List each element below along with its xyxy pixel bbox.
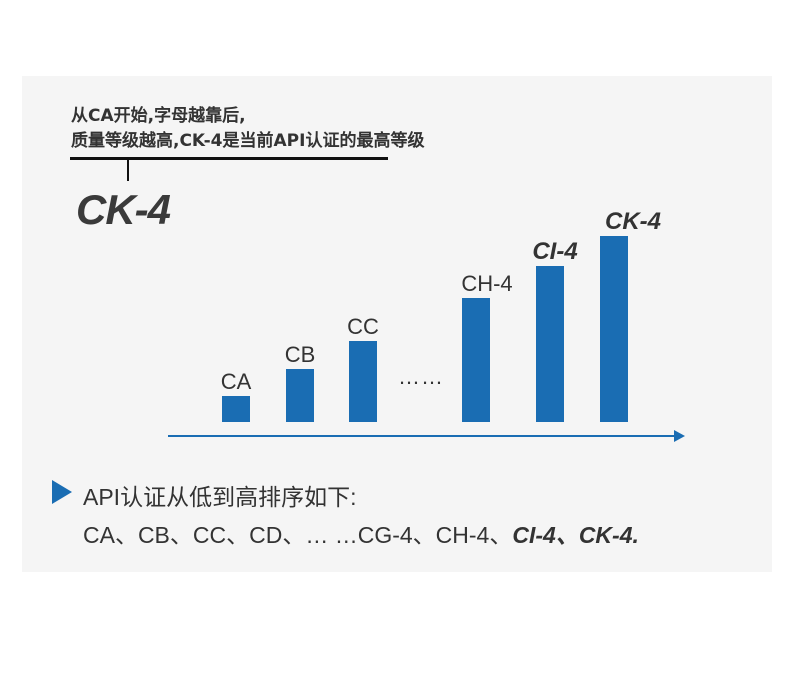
bar-ck-4 bbox=[600, 236, 628, 422]
bar-ci-4 bbox=[536, 266, 564, 422]
sequence-sep: 、 bbox=[555, 522, 579, 548]
bar-cc bbox=[349, 341, 377, 422]
summary-heading: API认证从低到高排序如下: bbox=[83, 484, 357, 510]
sequence-ci-4: CI-4 bbox=[512, 522, 556, 548]
summary-sequence: CA、CB、CC、CD、… …CG-4、CH-4、CI-4、CK-4. bbox=[83, 516, 639, 550]
bar-label-cb: CB bbox=[284, 342, 316, 367]
note-line-2: 质量等级越高,CK-4是当前API认证的最高等级 bbox=[71, 131, 425, 151]
bar-cb bbox=[286, 369, 314, 422]
sequence-plain: CA、CB、CC、CD、… …CG-4、CH-4、 bbox=[83, 522, 513, 548]
note-underline bbox=[70, 157, 388, 160]
ellipsis: …… bbox=[398, 364, 444, 389]
note-line-1: 从CA开始,字母越靠后, bbox=[71, 106, 246, 126]
bar-label-ck-4: CK-4 bbox=[604, 208, 662, 235]
bar-label-cc: CC bbox=[347, 314, 379, 339]
bar-label-ch-4: CH-4 bbox=[461, 271, 513, 296]
annotation-note: 从CA开始,字母越靠后, 质量等级越高,CK-4是当前API认证的最高等级 bbox=[71, 104, 424, 154]
bar-ca bbox=[222, 396, 250, 422]
axis-line bbox=[168, 435, 676, 437]
bar-ch-4 bbox=[462, 298, 490, 422]
bar-label-ca: CA bbox=[220, 369, 252, 394]
note-connector bbox=[127, 159, 129, 181]
sequence-ck-4: CK-4 bbox=[578, 522, 633, 548]
sequence-end: . bbox=[632, 522, 639, 548]
axis-arrow-icon bbox=[674, 430, 685, 442]
highlight-grade: CK-4 bbox=[76, 186, 171, 233]
bar-label-ci-4: CI-4 bbox=[532, 238, 578, 265]
triangle-bullet-icon bbox=[52, 480, 72, 504]
